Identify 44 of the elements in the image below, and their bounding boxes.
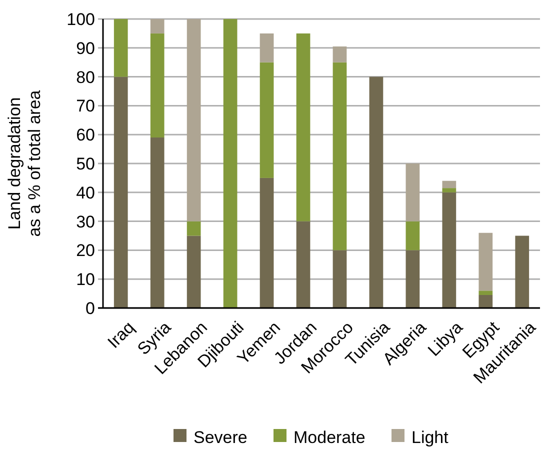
bar <box>296 33 310 222</box>
bar <box>515 236 530 308</box>
bar <box>478 290 493 295</box>
bar <box>332 46 347 62</box>
y-tick-label: 20 <box>76 241 95 260</box>
legend-label: Moderate <box>294 428 366 447</box>
bar <box>442 188 456 192</box>
bar <box>442 192 456 308</box>
bar <box>186 236 201 308</box>
bar <box>114 19 128 77</box>
y-tick-label: 70 <box>76 96 95 116</box>
bar <box>260 33 274 62</box>
x-tick-label: Iraq <box>104 318 138 352</box>
y-tick-label: 0 <box>86 298 95 318</box>
bar <box>260 178 274 308</box>
bar <box>406 221 420 250</box>
bar <box>114 76 128 308</box>
bar <box>406 250 420 308</box>
y-tick-label: 60 <box>76 126 95 145</box>
bar <box>406 164 420 222</box>
y-tick-label: 30 <box>76 212 95 232</box>
bar <box>442 180 456 188</box>
legend-label: Severe <box>194 428 248 447</box>
bar <box>332 62 347 250</box>
y-tick-label: 80 <box>76 68 95 87</box>
bar <box>150 137 164 308</box>
bar <box>150 33 164 138</box>
bar <box>150 19 164 34</box>
legend-label: Light <box>412 428 449 447</box>
bar <box>478 294 493 308</box>
bar <box>186 221 201 236</box>
y-tick-label: 100 <box>66 10 95 29</box>
bar <box>260 62 274 178</box>
y-tick-label: 10 <box>76 270 95 290</box>
y-axis-title: Land degradation as a % of total area <box>4 90 44 237</box>
bar <box>186 19 201 222</box>
y-tick-label: 50 <box>76 154 95 174</box>
y-tick-label: 90 <box>76 38 95 58</box>
bar <box>332 250 347 308</box>
bar <box>296 221 310 308</box>
bar <box>478 232 493 291</box>
bar <box>223 19 238 308</box>
bar <box>369 76 384 308</box>
y-tick-label: 40 <box>76 183 95 202</box>
